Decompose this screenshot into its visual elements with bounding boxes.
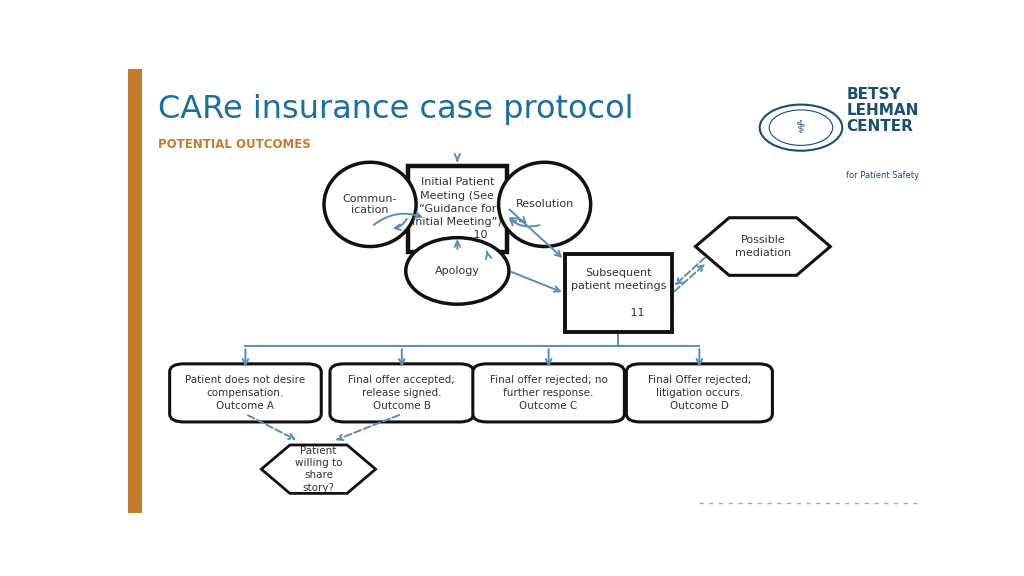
FancyBboxPatch shape bbox=[170, 364, 322, 422]
Ellipse shape bbox=[406, 238, 509, 304]
Ellipse shape bbox=[324, 162, 416, 247]
Polygon shape bbox=[261, 445, 376, 494]
Text: Apology: Apology bbox=[435, 266, 480, 276]
FancyBboxPatch shape bbox=[330, 364, 474, 422]
Text: POTENTIAL OUTCOMES: POTENTIAL OUTCOMES bbox=[158, 138, 311, 151]
Polygon shape bbox=[695, 218, 830, 275]
FancyBboxPatch shape bbox=[565, 254, 672, 332]
FancyBboxPatch shape bbox=[473, 364, 625, 422]
Ellipse shape bbox=[499, 162, 591, 247]
Bar bbox=[128, 69, 142, 513]
Text: ⚕: ⚕ bbox=[796, 119, 806, 137]
Text: BETSY
LEHMAN
CENTER: BETSY LEHMAN CENTER bbox=[846, 87, 919, 134]
Text: Commun-
ication: Commun- ication bbox=[343, 194, 397, 215]
Text: Final offer rejected; no
further response.
Outcome C: Final offer rejected; no further respons… bbox=[489, 375, 607, 411]
Text: Subsequent
patient meetings

           11: Subsequent patient meetings 11 bbox=[570, 268, 667, 318]
FancyBboxPatch shape bbox=[408, 165, 507, 252]
FancyBboxPatch shape bbox=[627, 364, 772, 422]
Text: Final offer accepted;
release signed.
Outcome B: Final offer accepted; release signed. Ou… bbox=[348, 375, 456, 411]
Text: Patient
willing to
share
story?: Patient willing to share story? bbox=[295, 446, 342, 493]
Text: for Patient Safety: for Patient Safety bbox=[846, 171, 920, 180]
Text: Resolution: Resolution bbox=[515, 199, 573, 210]
Text: CARe insurance case protocol: CARe insurance case protocol bbox=[158, 93, 634, 124]
Text: Initial Patient
Meeting (See
“Guidance for
Initial Meeting”)
             10: Initial Patient Meeting (See “Guidance f… bbox=[413, 177, 502, 240]
Text: Final Offer rejected;
litigation occurs.
Outcome D: Final Offer rejected; litigation occurs.… bbox=[647, 375, 752, 411]
Text: Patient does not desire
compensation.
Outcome A: Patient does not desire compensation. Ou… bbox=[185, 375, 305, 411]
Text: Possible
mediation: Possible mediation bbox=[735, 236, 791, 257]
